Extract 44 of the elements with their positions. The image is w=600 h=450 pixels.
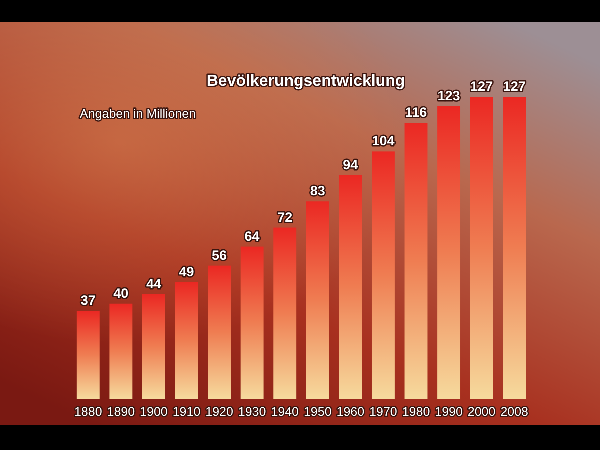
bar xyxy=(142,294,166,399)
x-tick-label: 1930 xyxy=(238,405,266,419)
x-tick-label: 1920 xyxy=(206,405,234,419)
x-tick-label: 1990 xyxy=(435,405,463,419)
bar xyxy=(274,228,297,399)
x-tick-label: 1950 xyxy=(304,405,332,419)
chart-title: Bevölkerungsentwicklung xyxy=(206,73,406,90)
x-tick-label: 2008 xyxy=(500,405,529,419)
x-tick-label: 1900 xyxy=(140,405,168,419)
bar xyxy=(470,97,494,399)
bar xyxy=(175,282,198,399)
x-tick-label: 1970 xyxy=(370,405,398,419)
x-tick-label: 1880 xyxy=(74,405,102,419)
data-label: 83 xyxy=(310,184,326,199)
data-label: 64 xyxy=(244,228,260,244)
data-label: 94 xyxy=(343,157,359,172)
x-tick-label: 1890 xyxy=(107,405,136,419)
data-label: 127 xyxy=(503,79,526,94)
data-label: 127 xyxy=(470,79,494,94)
bar xyxy=(306,202,330,399)
data-label: 49 xyxy=(179,264,194,280)
x-tick-label: 1980 xyxy=(402,405,430,419)
bar xyxy=(110,304,133,399)
x-tick-label: 2000 xyxy=(468,405,496,419)
bar xyxy=(372,152,395,399)
bar xyxy=(208,266,232,399)
bar xyxy=(76,311,100,399)
data-label: 104 xyxy=(372,134,396,149)
data-label: 116 xyxy=(405,105,428,120)
text: Angaben in Millionen xyxy=(80,107,196,121)
data-label: 37 xyxy=(80,293,96,308)
x-tick-label: 1960 xyxy=(336,405,365,419)
bar xyxy=(240,246,264,399)
bar xyxy=(339,175,362,399)
data-label: 44 xyxy=(146,276,162,292)
bar xyxy=(438,106,461,399)
data-label: 56 xyxy=(212,248,228,263)
data-label: 123 xyxy=(438,88,461,104)
bar xyxy=(404,123,428,399)
bar xyxy=(503,97,526,399)
data-label: 72 xyxy=(278,210,293,225)
x-tick-label: 1910 xyxy=(172,405,201,419)
data-label: 40 xyxy=(114,286,129,301)
x-tick-label: 1940 xyxy=(271,405,300,419)
